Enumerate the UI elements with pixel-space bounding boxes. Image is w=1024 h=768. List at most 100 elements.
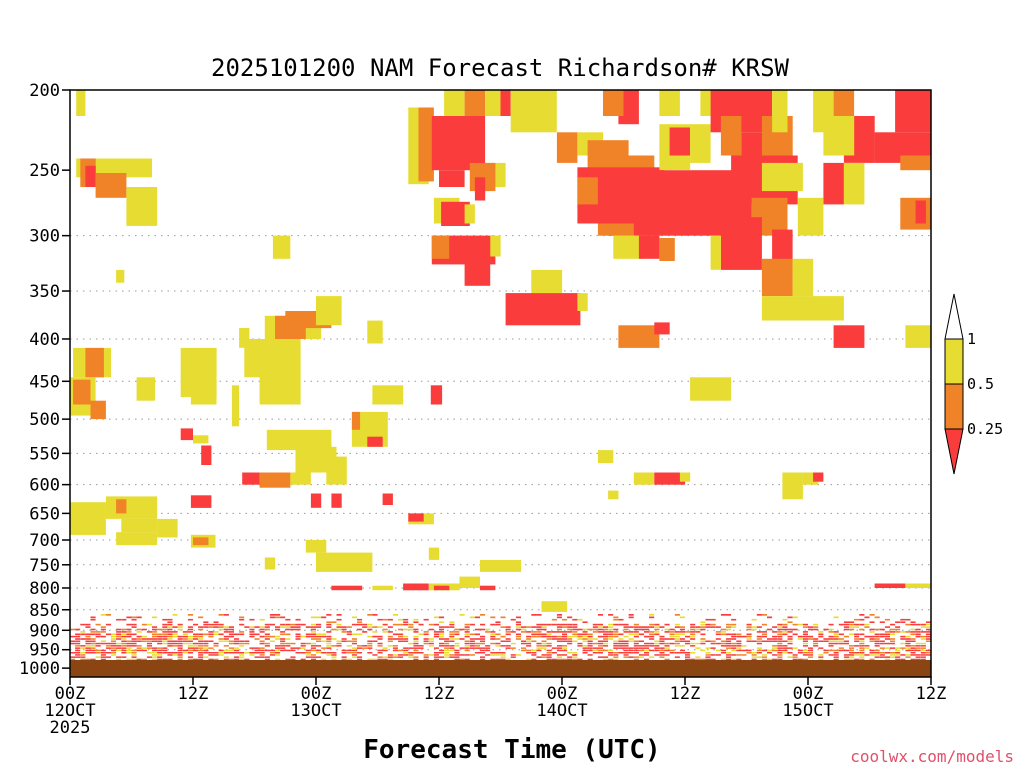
bl-cell-1068 [469, 645, 475, 647]
bl-cell-906 [408, 628, 414, 631]
bl-cell-703 [326, 631, 332, 633]
bl-cell-648 [305, 642, 311, 645]
bl-cell-265 [162, 626, 168, 628]
bl-cell-1297 [562, 633, 568, 636]
bl-cell-133 [116, 658, 122, 661]
bl-cell-1286 [556, 645, 562, 647]
bl-cell-939 [423, 618, 429, 621]
bl-cell-251 [157, 642, 163, 645]
bl-cell-2008 [828, 645, 834, 647]
bl-cell-587 [280, 626, 286, 628]
bl-cell-911 [408, 656, 414, 658]
bl-cell-870 [392, 638, 398, 640]
bl-cell-1524 [638, 640, 644, 642]
bl-cell-1048 [464, 628, 470, 631]
bl-cell-1405 [597, 652, 603, 654]
bl-cell-573 [275, 635, 281, 638]
y-tick-label-200: 200 [29, 81, 60, 101]
bl-cell-516 [254, 626, 260, 628]
x-axis-label: Forecast Time (UTC) [363, 735, 660, 765]
bl-cell-2081 [854, 654, 860, 656]
bl-cell-977 [439, 626, 445, 628]
bl-cell-393 [203, 642, 209, 645]
bl-cell-493 [239, 652, 245, 654]
bl-cell-968 [433, 658, 439, 661]
bl-cell-2044 [843, 635, 849, 638]
bl-cell-12 [75, 633, 81, 636]
bl-cell-56 [90, 618, 96, 621]
bl-cell-1117 [490, 652, 496, 654]
bl-cell-530 [259, 631, 265, 633]
bl-cell-1119 [490, 658, 496, 661]
ri-cell-132 [608, 490, 619, 500]
bl-cell-1241 [541, 640, 547, 642]
bl-cell-2237 [915, 623, 921, 626]
bl-cell-1416 [603, 640, 609, 642]
credit-text[interactable]: coolwx.com/models [850, 747, 1014, 766]
bl-cell-2 [70, 640, 76, 642]
bl-cell-1063 [469, 623, 475, 626]
bl-cell-313 [177, 626, 183, 628]
bl-cell-1261 [546, 658, 552, 661]
bl-cell-1295 [562, 626, 568, 628]
bl-cell-249 [157, 638, 163, 640]
bl-cell-1279 [556, 623, 562, 626]
bl-cell-1927 [792, 656, 798, 658]
bl-cell-76 [95, 645, 101, 647]
bl-cell-1752 [726, 652, 732, 654]
bl-cell-2096 [859, 647, 865, 649]
bl-cell-480 [234, 656, 240, 658]
bl-cell-1464 [618, 645, 624, 647]
bl-cell-1950 [802, 642, 808, 645]
ri-cell-47 [310, 493, 322, 508]
bl-cell-280 [167, 621, 173, 623]
bl-cell-2005 [828, 638, 834, 640]
bl-cell-286 [167, 635, 173, 638]
bl-cell-2126 [874, 628, 880, 631]
bl-cell-335 [182, 652, 188, 654]
bl-cell-1515 [633, 658, 639, 661]
bl-cell-1237 [541, 626, 547, 628]
bl-cell-490 [239, 640, 245, 642]
bl-cell-2111 [869, 614, 875, 616]
bl-cell-1062 [469, 616, 475, 619]
bl-cell-2182 [895, 621, 901, 623]
bl-cell-456 [223, 658, 229, 661]
bl-cell-478 [234, 649, 240, 652]
bl-cell-1196 [526, 631, 532, 633]
bl-cell-1510 [633, 645, 639, 647]
bl-cell-1080 [474, 647, 480, 649]
bl-cell-377 [198, 640, 204, 642]
bl-cell-29 [80, 638, 86, 640]
bl-cell-2159 [884, 635, 890, 638]
bl-cell-737 [336, 645, 342, 647]
ri-cell-16 [239, 328, 250, 348]
bl-cell-1566 [654, 642, 660, 645]
bl-cell-2247 [915, 656, 921, 658]
bl-cell-2091 [859, 633, 865, 636]
ri-cell-119 [797, 197, 824, 236]
bl-cell-1508 [633, 640, 639, 642]
bl-cell-1743 [726, 623, 732, 626]
bl-cell-1955 [802, 658, 808, 661]
bl-cell-604 [285, 638, 291, 640]
bl-cell-272 [162, 642, 168, 645]
bl-cell-1436 [608, 654, 614, 656]
bl-cell-124 [116, 631, 122, 633]
bl-cell-79 [95, 656, 101, 658]
bl-cell-722 [331, 656, 337, 658]
bl-cell-1149 [505, 626, 511, 628]
bl-cell-1984 [818, 635, 824, 638]
bl-cell-50 [85, 652, 91, 654]
bl-cell-1294 [562, 623, 568, 626]
bl-cell-412 [208, 658, 214, 661]
bl-cell-2108 [864, 647, 870, 649]
bl-cell-1258 [546, 652, 552, 654]
bl-cell-2079 [854, 645, 860, 647]
bl-cell-4 [70, 652, 76, 654]
bl-cell-831 [377, 626, 383, 628]
bl-cell-907 [408, 642, 414, 645]
bl-cell-1472 [623, 626, 629, 628]
bl-cell-20 [75, 652, 81, 654]
bl-cell-1231 [536, 647, 542, 649]
